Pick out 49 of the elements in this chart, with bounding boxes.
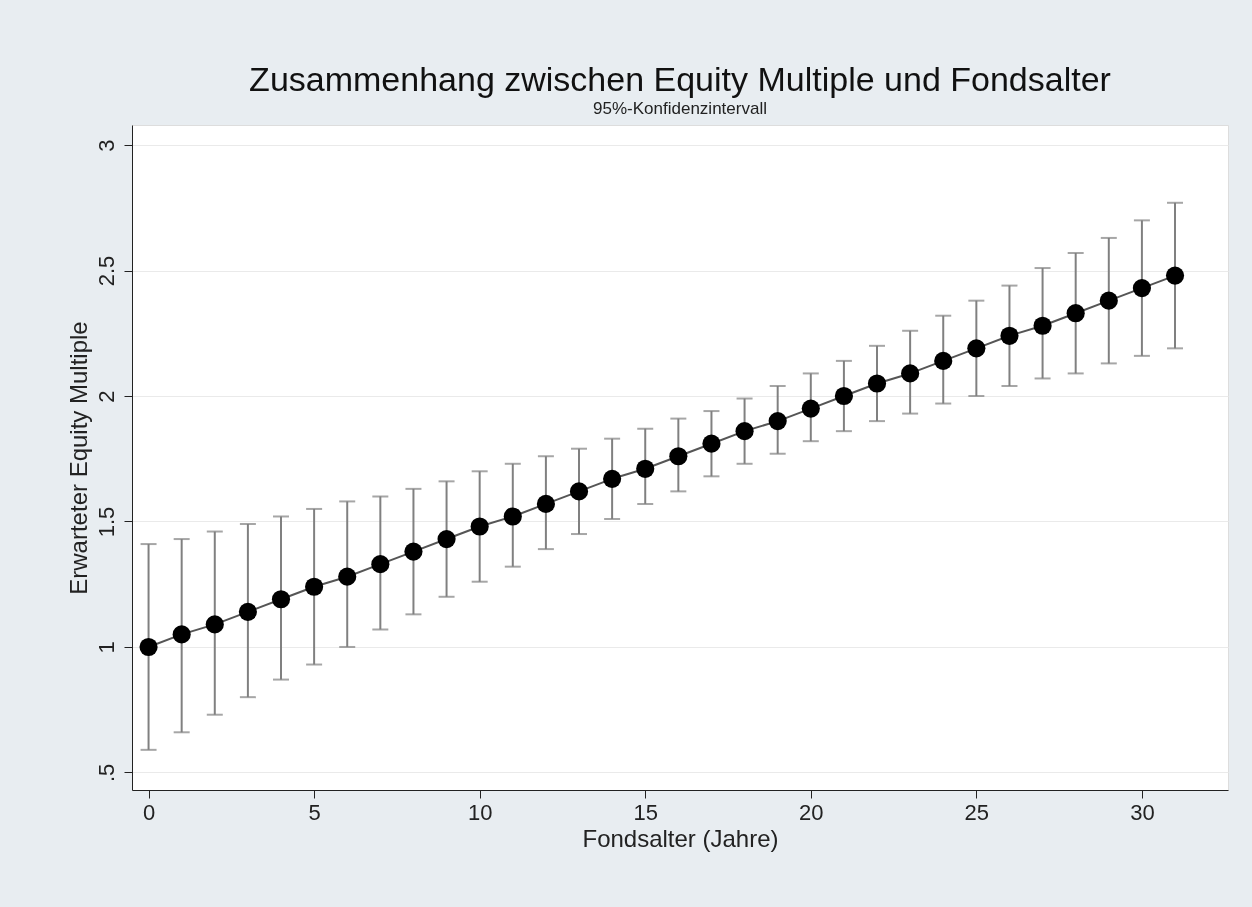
y-tick-label: 3 (93, 139, 119, 152)
point (967, 339, 986, 358)
point (271, 590, 291, 609)
x-tick-label: 25 (964, 799, 990, 825)
point (371, 555, 390, 574)
x-axis-title: Fondsalter (Jahre) (582, 824, 779, 852)
point (503, 507, 522, 526)
point (139, 637, 158, 657)
point (205, 615, 224, 634)
y-tick-label: 1 (93, 641, 119, 654)
point (1165, 266, 1185, 285)
point (702, 434, 721, 453)
point (437, 529, 456, 549)
y-tick-label: 2 (93, 390, 119, 403)
y-axis-title: Erwarteter Equity Multiple (64, 321, 92, 595)
point (536, 494, 555, 513)
x-tick-label: 15 (633, 799, 658, 825)
point (404, 542, 423, 561)
x-tick-label: 0 (142, 799, 156, 825)
point (801, 399, 820, 418)
x-tick-label: 10 (467, 799, 493, 825)
point (1132, 279, 1151, 298)
chart-title: Zusammenhang zwischen Equity Multiple und Fondsalter (249, 60, 1111, 98)
point (569, 482, 589, 501)
point (338, 567, 357, 586)
x-tick-label: 30 (1130, 799, 1155, 825)
y-tick-label: 2.5 (93, 255, 119, 287)
point (1033, 316, 1052, 335)
point (867, 374, 887, 393)
point (1066, 304, 1085, 323)
point (172, 625, 191, 644)
point (636, 459, 655, 478)
point (901, 364, 920, 383)
x-tick-label: 5 (308, 799, 321, 825)
point (470, 517, 489, 536)
point (305, 577, 324, 596)
point (238, 602, 257, 621)
point (669, 447, 688, 466)
point (603, 469, 622, 488)
point (768, 412, 787, 431)
x-tick-label: 20 (799, 799, 824, 825)
point (934, 351, 953, 370)
y-tick-label: .5 (93, 763, 119, 783)
y-tick-label: 1.5 (93, 506, 119, 538)
point (1000, 326, 1019, 345)
point (834, 386, 853, 406)
chart-subtitle: 95%-Konfidenzintervall (593, 99, 767, 118)
point (735, 422, 754, 441)
point (1099, 291, 1118, 310)
